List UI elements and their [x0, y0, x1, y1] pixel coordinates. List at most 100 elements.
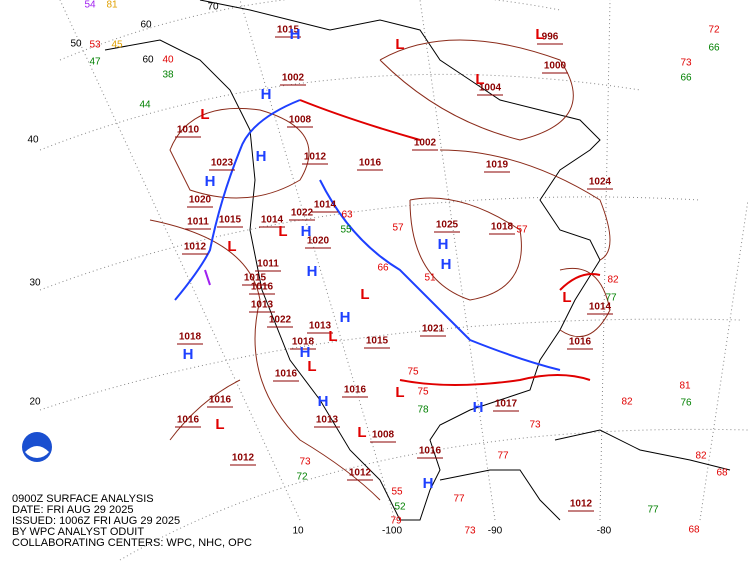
- high-center: H: [473, 399, 484, 416]
- pressure-label: 1010: [177, 125, 200, 136]
- station-value: 38: [162, 70, 174, 81]
- pressure-label: 1008: [372, 430, 395, 441]
- grid-label: 60: [140, 20, 152, 31]
- pressure-label: 1015: [244, 273, 267, 284]
- station-value: 60: [142, 55, 154, 66]
- pressure-label: 1024: [589, 177, 612, 188]
- cold-front: [319, 179, 561, 371]
- pressure-label: 1002: [414, 138, 437, 149]
- station-value: 68: [716, 468, 728, 479]
- station-value: 72: [296, 472, 308, 483]
- high-center: H: [441, 256, 452, 273]
- grid-label: 50: [70, 39, 82, 50]
- station-value: 77: [497, 451, 509, 462]
- high-center: H: [300, 344, 311, 361]
- pressure-label: 1014: [314, 200, 337, 211]
- coastline: [104, 0, 601, 521]
- high-center: H: [318, 393, 329, 410]
- station-value: 75: [417, 387, 429, 398]
- noaa-logo: [22, 432, 52, 462]
- station-value: 40: [162, 55, 174, 66]
- pressure-label: 1021: [422, 324, 445, 335]
- low-center: L: [395, 36, 404, 53]
- station-value: 82: [621, 397, 633, 408]
- pressure-label: 1016: [177, 415, 200, 426]
- grid-label: 40: [27, 135, 39, 146]
- station-value: 76: [680, 398, 692, 409]
- graticule: [39, 0, 748, 561]
- high-center: H: [290, 26, 301, 43]
- logo-gull: [25, 446, 49, 459]
- pressure-label: 1013: [309, 321, 332, 332]
- pressure-label: 1012: [349, 468, 372, 479]
- low-center: L: [395, 384, 404, 401]
- pressure-label: 1023: [211, 158, 234, 169]
- station-value: 78: [417, 405, 429, 416]
- station-value: 75: [407, 367, 419, 378]
- isobar: [379, 39, 574, 141]
- occluded-front: [204, 269, 211, 286]
- pressure-label: 1002: [282, 73, 305, 84]
- warm-front: [299, 99, 421, 141]
- pressure-label: 1016: [569, 337, 592, 348]
- pressure-label: 1017: [495, 399, 518, 410]
- pressure-label: 1004: [479, 83, 502, 94]
- station-value: 54: [84, 0, 96, 11]
- pressure-label: 1016: [209, 395, 232, 406]
- station-value: 63: [341, 210, 353, 221]
- warm-front: [399, 374, 591, 386]
- pressure-label: 1019: [486, 160, 509, 171]
- caption-line: COLLABORATING CENTERS: WPC, NHC, OPC: [12, 537, 252, 549]
- high-center: H: [256, 148, 267, 165]
- low-center: L: [200, 106, 209, 123]
- station-value: 44: [139, 100, 151, 111]
- station-value: 66: [377, 263, 389, 274]
- high-center: H: [340, 309, 351, 326]
- station-value: 52: [394, 502, 406, 513]
- station-value: 77: [647, 505, 659, 516]
- high-center: H: [423, 475, 434, 492]
- pressure-label: 1000: [544, 61, 567, 72]
- high-center: H: [261, 86, 272, 103]
- pressure-label: 1012: [304, 152, 327, 163]
- high-center: H: [183, 346, 194, 363]
- station-value: 79: [390, 516, 402, 527]
- pressure-label: 1015: [219, 215, 242, 226]
- station-value: 55: [340, 225, 352, 236]
- station-value: 81: [679, 381, 691, 392]
- low-center: L: [535, 26, 544, 43]
- high-center: H: [301, 223, 312, 240]
- station-value: 72: [708, 25, 720, 36]
- pressure-label: 1011: [257, 259, 279, 270]
- lon-line: [599, 0, 611, 521]
- station-value: 47: [89, 57, 101, 68]
- low-center: L: [215, 416, 224, 433]
- station-value: 73: [299, 457, 311, 468]
- isobar: [559, 267, 611, 338]
- pressure-label: 1016: [419, 446, 442, 457]
- pressure-label: 1016: [344, 385, 367, 396]
- pressure-label: 1011: [187, 217, 209, 228]
- high-center: H: [307, 263, 318, 280]
- low-center: L: [475, 71, 484, 88]
- high-center: H: [438, 236, 449, 253]
- cold-front: [174, 99, 301, 301]
- pressure-label: 1016: [359, 158, 382, 169]
- isobars: [149, 39, 611, 501]
- pressure-label: 1016: [275, 369, 298, 380]
- pressure-label: 1015: [366, 336, 389, 347]
- pressure-label: 1014: [261, 215, 284, 226]
- coastline: [439, 469, 561, 521]
- pressure-label: 1020: [307, 236, 330, 247]
- coastline: [554, 429, 731, 471]
- station-value: 77: [605, 293, 617, 304]
- pressure-label: 1012: [184, 242, 207, 253]
- pressure-label: 1012: [232, 453, 255, 464]
- pressure-label: 1015: [277, 25, 300, 36]
- pressure-label: 1018: [179, 332, 202, 343]
- low-center: L: [278, 223, 287, 240]
- pressure-label: 1014: [589, 302, 612, 313]
- pressure-label: 1022: [291, 208, 314, 219]
- low-center: L: [227, 238, 236, 255]
